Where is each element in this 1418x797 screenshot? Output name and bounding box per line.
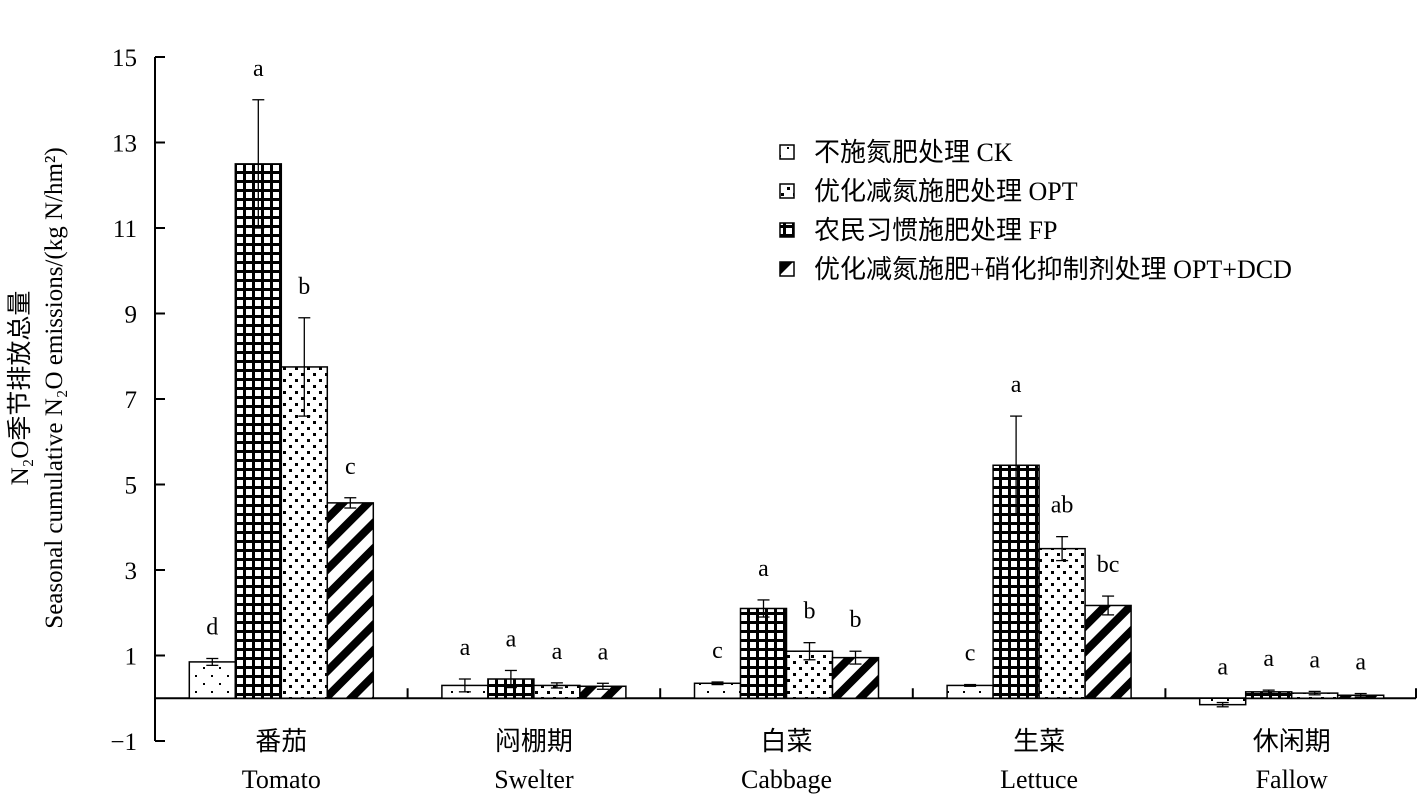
legend-label: 不施氮肥处理 CK xyxy=(814,138,1013,167)
bar xyxy=(946,684,994,699)
significance-letter: c xyxy=(345,454,356,480)
legend-label: 优化减氮施肥处理 OPT xyxy=(814,177,1078,206)
significance-letter: d xyxy=(206,614,218,640)
significance-letter: a xyxy=(1309,647,1320,673)
legend-label: 优化减氮施肥+硝化抑制剂处理 OPT+DCD xyxy=(814,255,1292,284)
bar xyxy=(693,682,742,699)
bar xyxy=(234,163,283,699)
significance-letter: b xyxy=(804,599,816,625)
bar xyxy=(1084,604,1132,699)
y-tick-label: −1 xyxy=(110,729,137,756)
legend: 不施氮肥处理 CK 优化减氮施肥处理 OPT 农民习惯施肥处理 FP 优化减氮施肥+硝… xyxy=(779,138,1292,284)
y-tick-label: 15 xyxy=(112,45,137,72)
y-tick-label: 7 xyxy=(125,387,138,414)
y-tick-label: 3 xyxy=(125,558,138,585)
significance-letter: a xyxy=(1355,650,1366,676)
y-tick-label: 1 xyxy=(125,644,138,671)
category-label-cn: 白菜 xyxy=(760,727,812,756)
category-labels: 番茄 Tomato 闷棚期 Swelter 白菜 Cabbage 生菜 Lettuce 休闲期 F… xyxy=(242,727,1331,794)
bar xyxy=(326,502,375,699)
y-axis-title-en: Seasonal cumulative N₂O emissions/(kg N/… xyxy=(41,147,68,628)
category-label-en: Tomato xyxy=(242,765,321,794)
category-label-en: Cabbage xyxy=(741,765,832,794)
significance-letter: bc xyxy=(1097,552,1120,578)
significance-letter: a xyxy=(598,639,609,665)
significance-letter: c xyxy=(712,638,723,664)
y-tick-label: 13 xyxy=(112,131,137,158)
category-label-cn: 生菜 xyxy=(1013,727,1065,756)
significance-letter: b xyxy=(298,274,310,300)
significance-letter: a xyxy=(1217,654,1228,680)
significance-letter: a xyxy=(1011,372,1022,398)
significance-letter: a xyxy=(552,639,563,665)
bars xyxy=(188,163,1385,706)
y-axis-title: N₂O季节排放总量 Seasonal cumulative N₂O emissi… xyxy=(6,147,68,628)
category-label-en: Fallow xyxy=(1256,765,1328,794)
bar xyxy=(739,607,788,699)
category-label-en: Lettuce xyxy=(1000,765,1078,794)
significance-letter: ab xyxy=(1051,493,1074,519)
category-label-cn: 闷棚期 xyxy=(495,727,573,756)
category-label-cn: 休闲期 xyxy=(1253,727,1331,756)
legend-swatch xyxy=(779,261,795,277)
legend-label: 农民习惯施肥处理 FP xyxy=(814,216,1057,245)
significance-letter: a xyxy=(253,56,264,82)
legend-swatch xyxy=(779,183,795,199)
bar xyxy=(1038,547,1086,699)
bar xyxy=(188,661,237,699)
y-tick-label: 5 xyxy=(125,473,138,500)
significance-letter: a xyxy=(1263,646,1274,672)
category-label-en: Swelter xyxy=(494,765,574,794)
legend-swatch xyxy=(779,222,795,238)
category-label-cn: 番茄 xyxy=(255,727,307,756)
bar xyxy=(280,366,329,699)
significance-letter: b xyxy=(850,607,862,633)
significance-letter: a xyxy=(506,626,517,652)
y-tick-label: 9 xyxy=(125,302,138,329)
y-ticks: 15 13 11 9 7 5 3 1 −1 xyxy=(110,45,1417,756)
significance-letter: a xyxy=(460,635,471,661)
y-tick-label: 11 xyxy=(113,216,137,243)
significance-letter: a xyxy=(758,556,769,582)
significance-letter: c xyxy=(965,641,976,667)
legend-swatch xyxy=(779,144,795,160)
error-bars xyxy=(206,99,1367,708)
y-axis-title-cn: N₂O季节排放总量 xyxy=(6,291,34,486)
